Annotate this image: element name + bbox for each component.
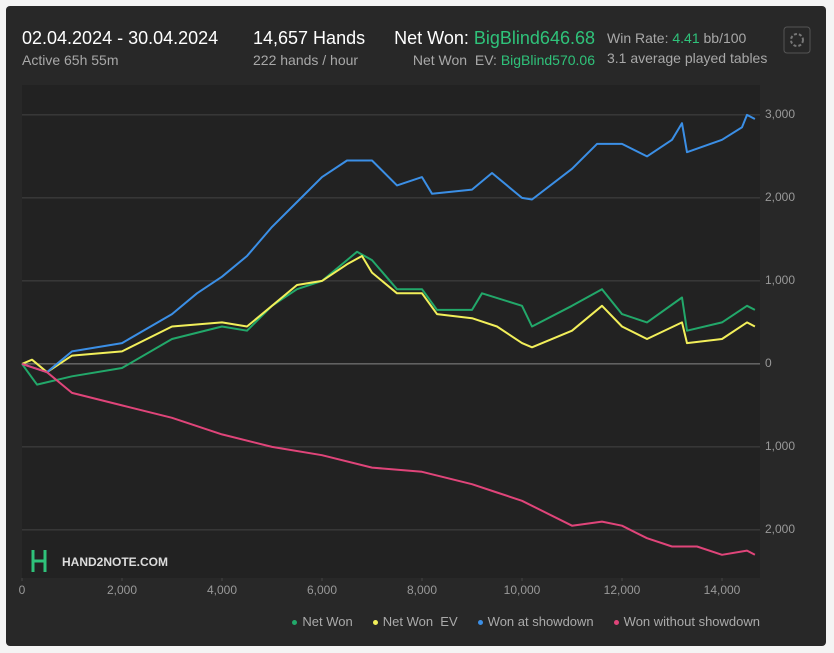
hands-per-hour: 222 hands / hour: [253, 52, 359, 68]
legend-label: Won without showdown: [623, 614, 760, 629]
legend-label: Won at showdown: [487, 614, 594, 629]
tables: 3.1 average played tables: [607, 50, 768, 66]
settings-button[interactable]: [783, 26, 811, 54]
logo-text: HAND2NOTE.COM: [62, 555, 168, 569]
y-tick-label: 2,000: [765, 190, 795, 204]
legend-item[interactable]: Net Won: [292, 614, 353, 629]
series-line: [21, 362, 756, 556]
legend-label: Net Won EV: [382, 614, 458, 629]
x-tick-label: 12,000: [604, 583, 641, 597]
x-tick-label: 8,000: [407, 583, 437, 597]
y-tick-label: 1,000: [765, 439, 795, 453]
active-time: Active 65h 55m: [22, 52, 119, 68]
net-won-ev-value: BigBlind570.06: [500, 52, 595, 68]
legend-item[interactable]: Won without showdown: [613, 614, 760, 629]
net-won-ev-label: Net Won EV:: [412, 52, 497, 68]
win-rate-unit: bb/100: [703, 30, 747, 46]
x-tick-label: 10,000: [504, 583, 541, 597]
series-line: [21, 250, 756, 386]
x-tick-label: 14,000: [704, 583, 741, 597]
x-tick-label: 0: [19, 583, 26, 597]
y-tick-label: 1,000: [765, 273, 795, 287]
legend-dot: [613, 620, 619, 626]
y-tick-label: 3,000: [765, 107, 795, 121]
plot-area: [22, 85, 760, 578]
legend-item[interactable]: Won at showdown: [477, 614, 594, 629]
net-won-label: Net Won:: [394, 28, 469, 48]
series-line: [21, 255, 756, 374]
y-tick-label: 2,000: [765, 522, 795, 536]
legend-dot: [292, 620, 298, 626]
hands: 14,657 Hands: [253, 28, 366, 48]
win-rate: Win Rate: 4.41 bb/100: [607, 30, 746, 46]
x-tick-label: 4,000: [207, 583, 237, 597]
win-rate-value: 4.41: [672, 30, 700, 46]
net-won: Net Won: BigBlind646.68: [394, 28, 595, 49]
win-rate-label: Win Rate:: [607, 30, 669, 46]
logo-mark: [31, 550, 47, 572]
net-won-ev: Net Won EV: BigBlind570.06: [413, 52, 595, 68]
y-tick-label: 0: [765, 356, 772, 370]
legend-item[interactable]: Net Won EV: [372, 614, 458, 629]
settings-icon[interactable]: [790, 33, 804, 47]
series-line: [21, 113, 756, 374]
x-tick-label: 6,000: [307, 583, 337, 597]
legend: Net Won Net Won EV Won at showdown Won with…: [292, 614, 760, 629]
legend-dot: [477, 620, 483, 626]
legend-label: Net Won: [302, 614, 353, 629]
legend-dot: [372, 620, 378, 626]
x-tick-label: 2,000: [107, 583, 137, 597]
net-won-value: BigBlind646.68: [473, 28, 595, 48]
date-range: 02.04.2024 - 30.04.2024: [22, 28, 219, 48]
